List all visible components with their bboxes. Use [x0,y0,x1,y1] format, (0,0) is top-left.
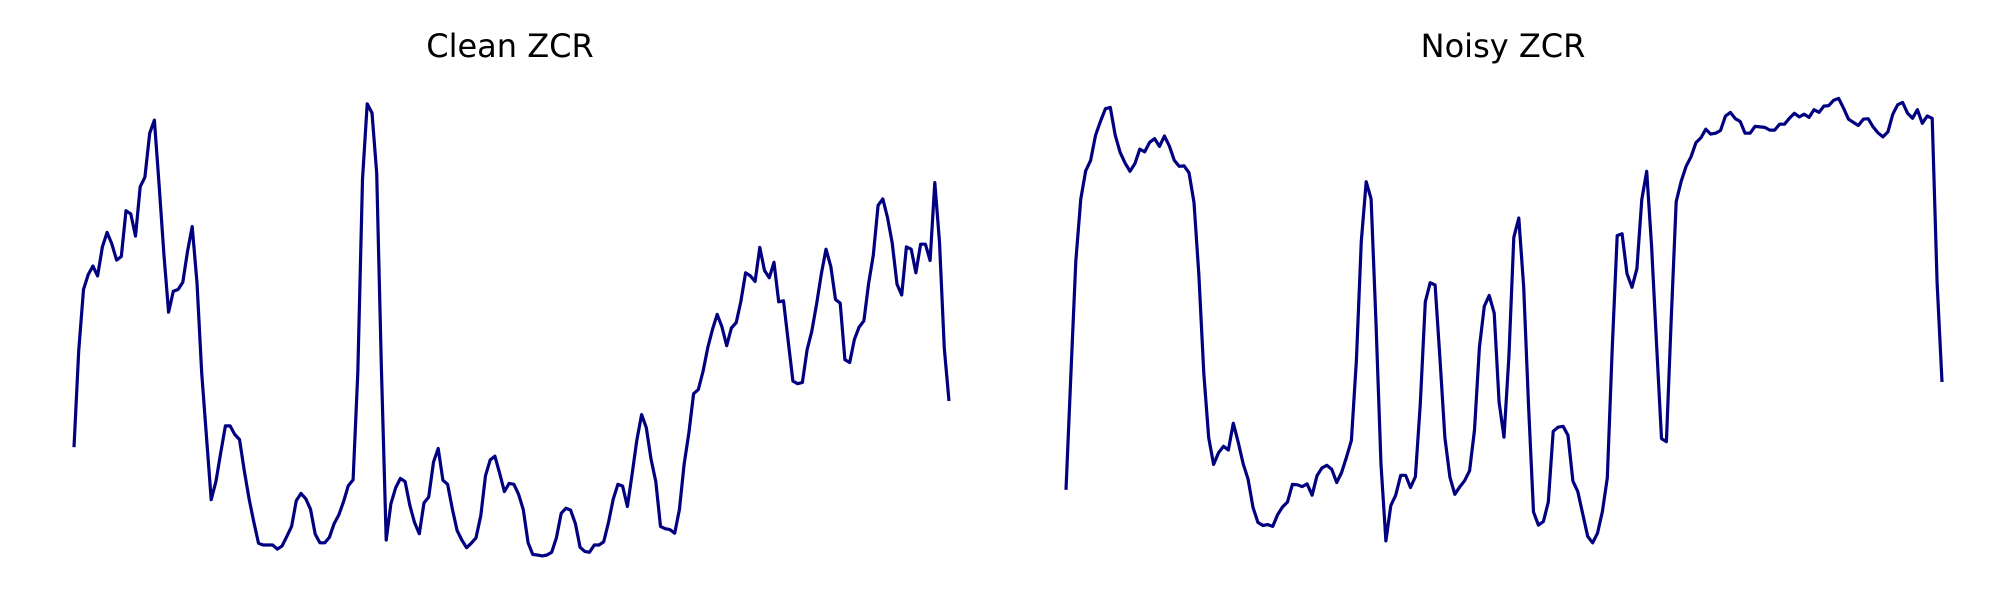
chart-title-noisy: Noisy ZCR [1421,27,1586,65]
series-line-clean-zcr [72,102,951,558]
chart-title-clean: Clean ZCR [426,27,593,65]
series-line-noisy-zcr [1064,96,1944,545]
